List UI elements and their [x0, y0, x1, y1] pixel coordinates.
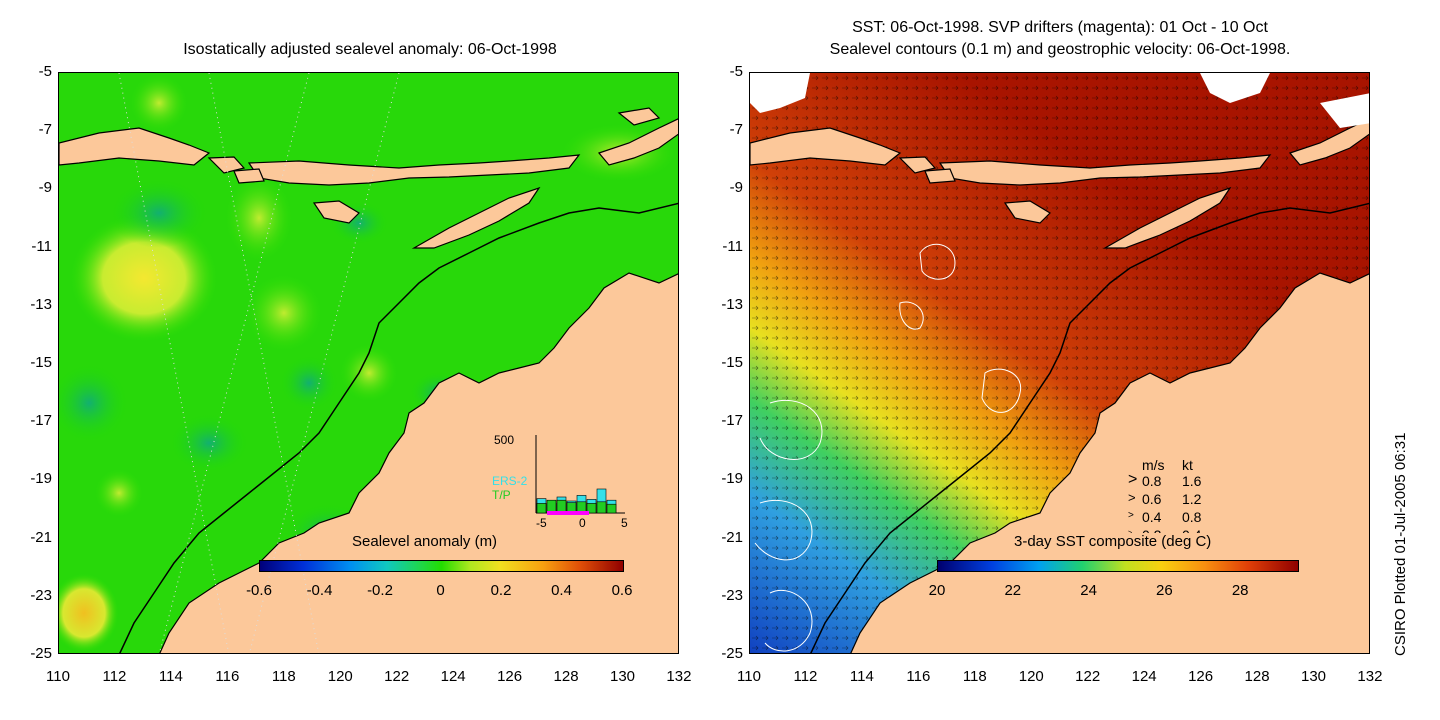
histogram-bar-tp: [606, 503, 617, 514]
lon-tick-label: 128: [1244, 668, 1270, 685]
lon-tick-label: 120: [1018, 668, 1044, 685]
lon-tick-label: 120: [327, 668, 353, 685]
inset-xtick-5: 5: [621, 516, 628, 530]
lat-tick-label: -11: [722, 237, 743, 255]
right-map-title-line2: Sealevel contours (0.1 m) and geostrophi…: [829, 41, 1291, 58]
inset-xtick-0: 0: [579, 516, 586, 530]
histogram-bar-tp: [536, 503, 547, 514]
lon-tick-label: 130: [609, 668, 636, 685]
lat-tick-label: -9: [38, 179, 52, 197]
lat-tick-label: -15: [30, 354, 52, 371]
lon-tick-label: 124: [1131, 668, 1157, 685]
sst-colorbar: [937, 560, 1299, 572]
lon-tick-label: 112: [793, 668, 818, 685]
lat-tick-label: -9: [729, 179, 743, 197]
sst-colorbar-label: 3-day SST composite (deg C): [1012, 533, 1214, 550]
lat-tick-label: -21: [30, 528, 52, 546]
lon-tick-label: 126: [1188, 668, 1214, 685]
right-map-title-line1: SST: 06-Oct-1998. SVP drifters (magenta)…: [852, 19, 1268, 36]
velocity-legend-ms: 0.8: [1142, 473, 1162, 489]
lat-tick-label: -19: [30, 470, 52, 488]
lon-tick-label: 122: [1075, 668, 1101, 685]
velocity-legend-kt: 0.8: [1182, 509, 1202, 525]
lon-tick-label: 110: [46, 668, 70, 685]
inset-legend-ers2: ERS-2: [492, 474, 528, 488]
sealevel-colorbar-tick: -0.2: [367, 582, 393, 599]
lon-tick-label: 132: [666, 668, 692, 685]
lon-tick-label: 132: [1357, 668, 1383, 685]
sealevel-anomaly-map: 500 ERS-2 T/P -5 0 5 Sealevel anomaly (m…: [58, 72, 679, 654]
sealevel-colorbar: [259, 560, 624, 572]
left-map-title: Isostatically adjusted sealevel anomaly:…: [183, 41, 557, 58]
velocity-legend-arrow: >: [1128, 510, 1134, 521]
sealevel-anomaly-field: [59, 73, 678, 653]
sealevel-colorbar-tick: 0.4: [551, 582, 572, 599]
velocity-legend-ms: 0.6: [1142, 491, 1162, 507]
inset-legend-tp: T/P: [492, 488, 511, 502]
velocity-legend-arrow: >: [1128, 471, 1138, 488]
lat-tick-label: -5: [38, 63, 52, 80]
sst-colorbar-tick: 26: [1156, 582, 1173, 599]
lat-tick-label: -17: [721, 412, 743, 430]
velocity-legend-arrow: >: [1128, 490, 1136, 505]
lon-tick-label: 116: [215, 668, 240, 685]
velocity-legend-ms: 0.4: [1142, 509, 1162, 525]
sst-colorbar-tick: 22: [1004, 582, 1022, 599]
lon-tick-label: 114: [849, 668, 874, 685]
sealevel-colorbar-tick: -0.4: [306, 582, 333, 599]
lon-tick-label: 128: [553, 668, 579, 685]
lat-tick-label: -17: [30, 412, 52, 430]
inset-xtick-neg5: -5: [536, 516, 547, 530]
plot-credit: CSIRO Plotted 01-Jul-2005 06:31: [1392, 432, 1409, 656]
lon-tick-label: 130: [1300, 668, 1327, 685]
sealevel-colorbar-label: Sealevel anomaly (m): [352, 533, 498, 550]
lon-tick-label: 122: [384, 668, 410, 685]
lon-tick-label: 114: [158, 668, 183, 685]
lat-tick-label: -21: [721, 528, 743, 546]
lon-tick-label: 118: [271, 668, 296, 685]
histogram-bar-tp: [596, 501, 607, 514]
lat-tick-label: -15: [721, 354, 743, 371]
lat-tick-label: -19: [721, 470, 743, 488]
velocity-legend-kt: 1.6: [1182, 473, 1202, 489]
velocity-legend-header-ms: m/s: [1142, 457, 1165, 473]
lon-tick-label: 110: [737, 668, 761, 685]
inset-ymax-label: 500: [494, 433, 515, 447]
lat-tick-label: -11: [31, 237, 52, 255]
lon-tick-label: 118: [962, 668, 987, 685]
sst-colorbar-tick: 20: [928, 582, 946, 599]
lat-tick-label: -23: [721, 586, 743, 604]
histogram-bar-tp: [586, 503, 597, 514]
lat-tick-label: -13: [30, 295, 52, 313]
lat-tick-label: -7: [38, 121, 52, 139]
lat-tick-label: -5: [729, 63, 743, 80]
lat-tick-label: -7: [729, 121, 743, 139]
sst-colorbar-tick: 28: [1231, 582, 1249, 599]
sst-field: [750, 73, 1369, 653]
sealevel-colorbar-tick: -0.6: [246, 582, 272, 599]
sst-map: m/s kt >0.81.6>0.61.2>0.40.8>0.20.4 3-da…: [749, 72, 1370, 654]
sealevel-colorbar-tick: 0.2: [490, 582, 512, 599]
lat-tick-label: -23: [30, 586, 52, 604]
velocity-legend-kt: 1.2: [1182, 491, 1202, 507]
lat-tick-label: -25: [30, 645, 52, 662]
lon-tick-label: 126: [497, 668, 523, 685]
lon-tick-label: 112: [102, 668, 127, 685]
lon-tick-label: 124: [440, 668, 466, 685]
velocity-legend-header-kt: kt: [1182, 457, 1193, 473]
lat-tick-label: -13: [721, 295, 743, 313]
lon-tick-label: 116: [906, 668, 931, 685]
sealevel-colorbar-tick: 0.6: [611, 582, 633, 599]
sst-colorbar-tick: 24: [1080, 582, 1097, 599]
sealevel-colorbar-tick: 0: [436, 582, 445, 599]
altimeter-histogram: [535, 435, 625, 515]
lat-tick-label: -25: [721, 645, 743, 662]
